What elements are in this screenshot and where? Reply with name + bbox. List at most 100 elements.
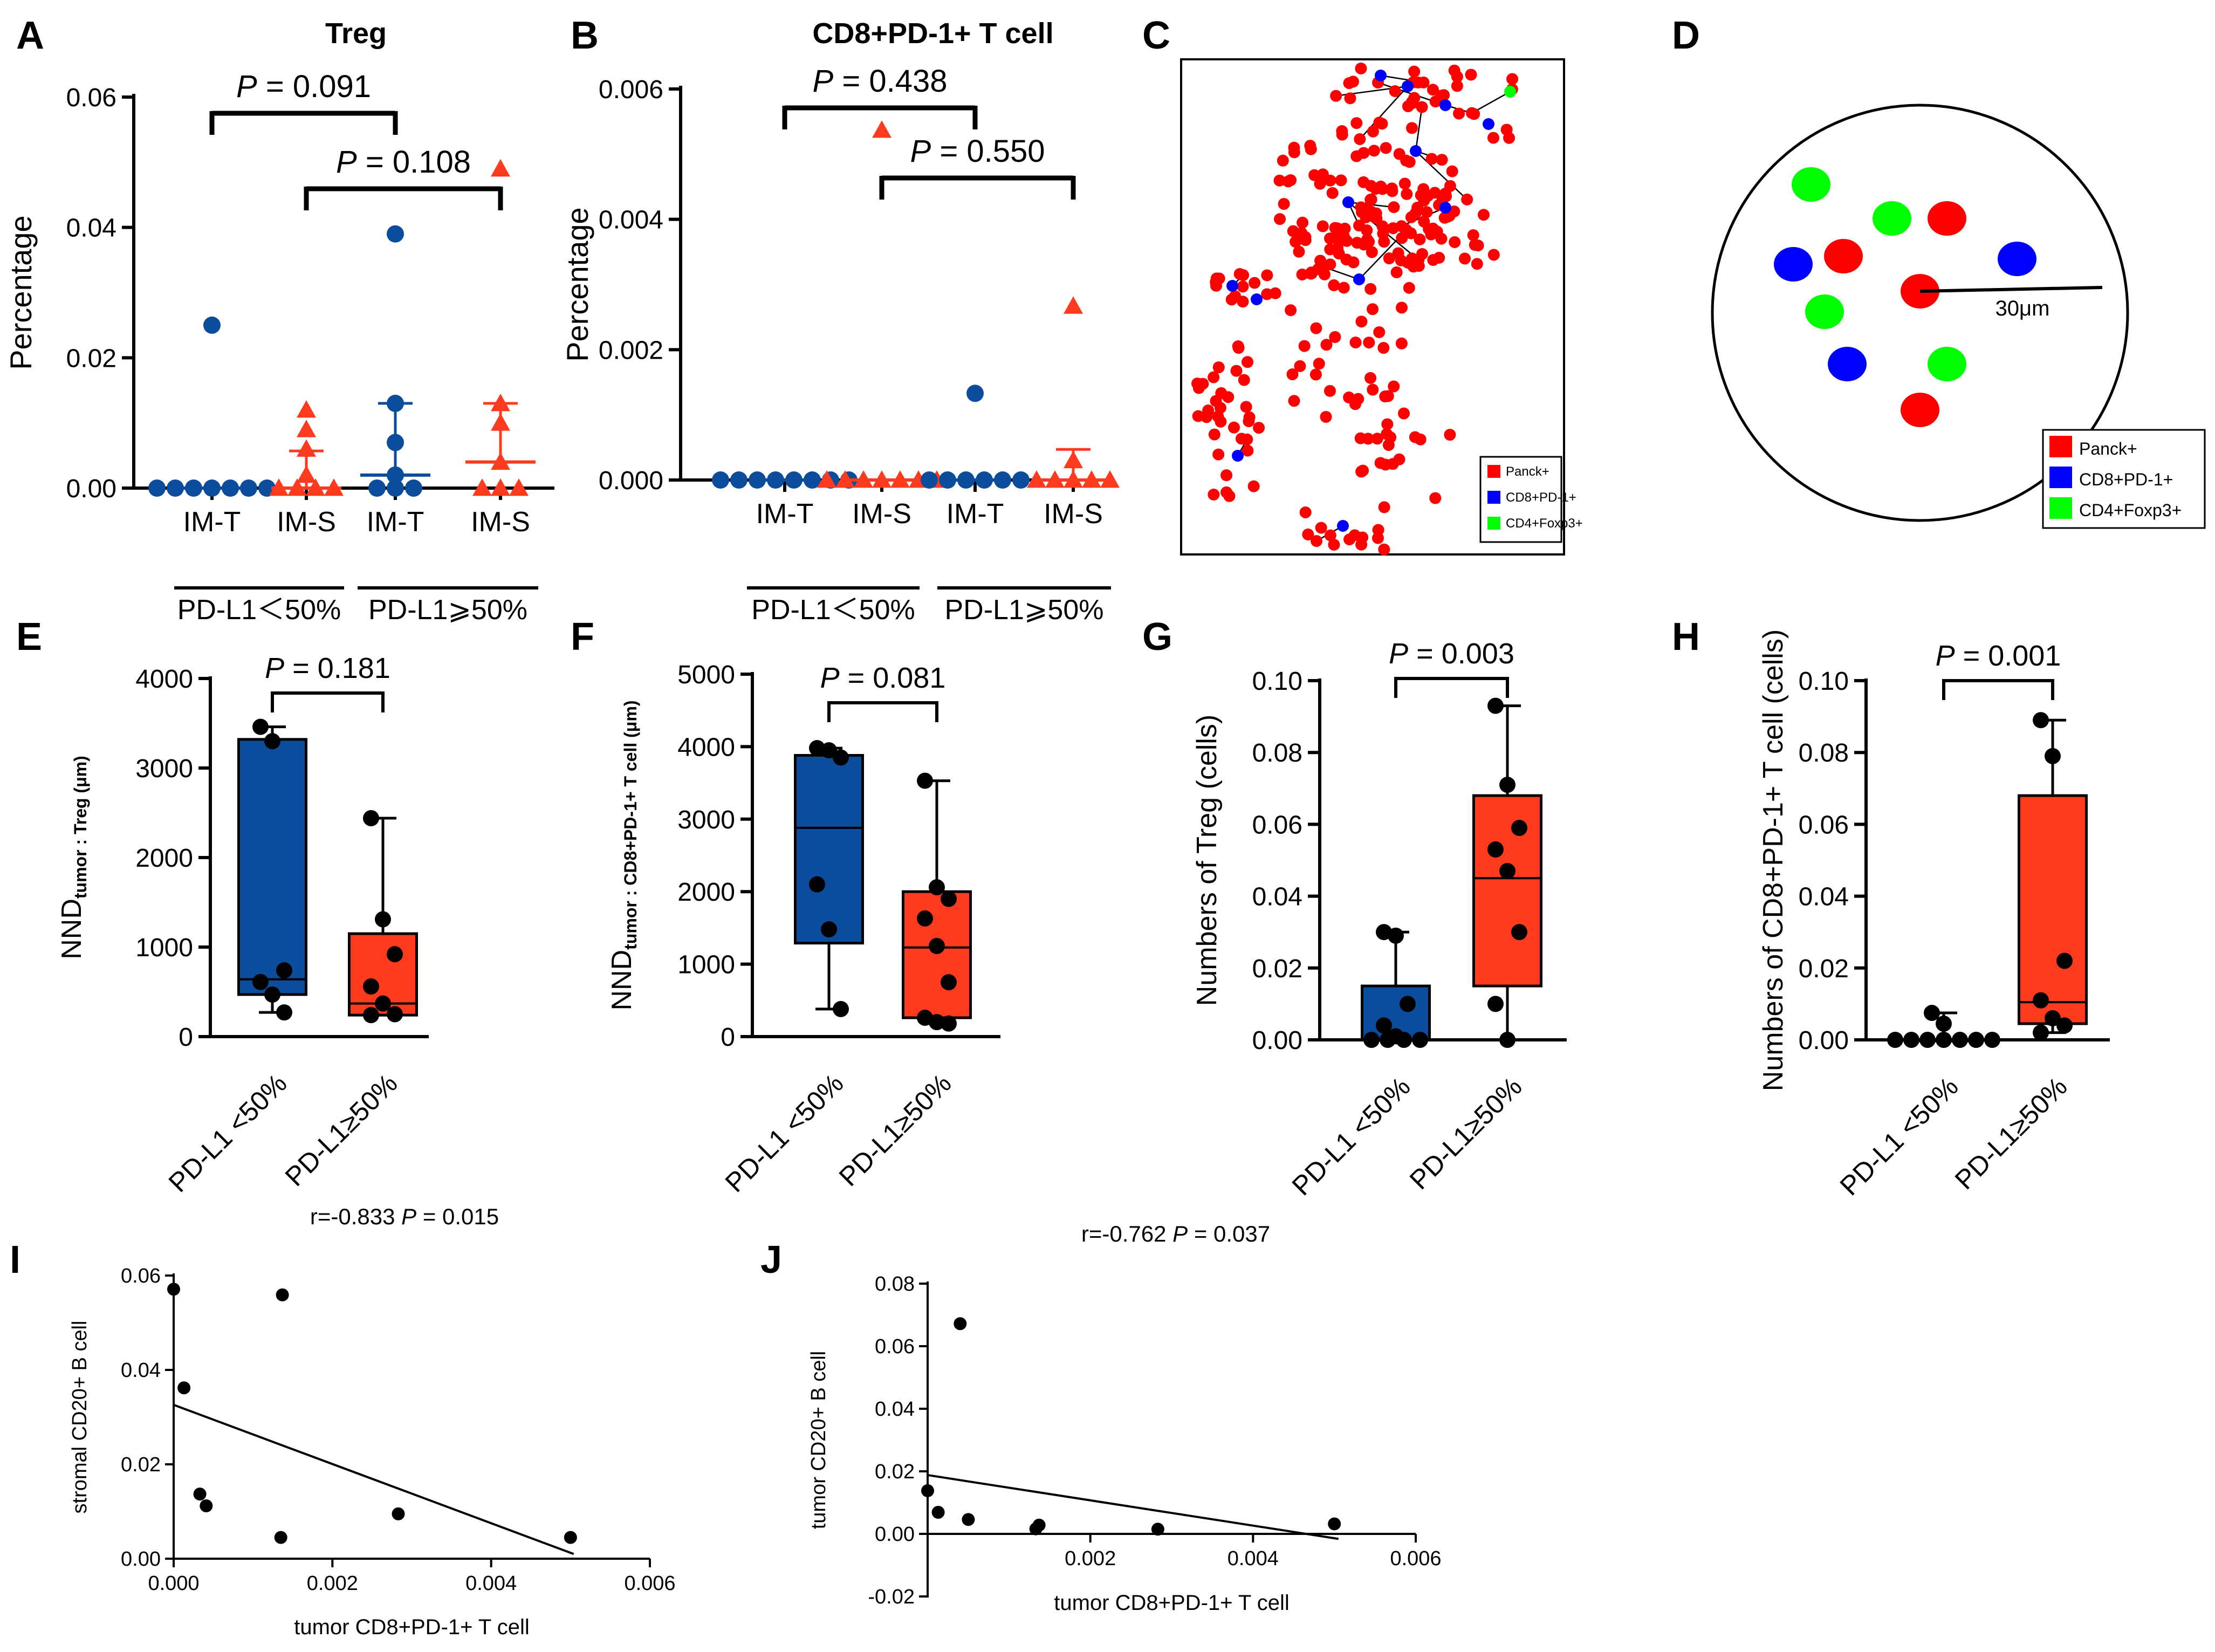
panck-cell [1506,73,1519,85]
y-tick-label: 0.00 [1799,1026,1849,1055]
panck-cell [1215,415,1227,428]
data-point [491,478,510,496]
panck-cell [1387,222,1400,235]
panck-cell [1335,174,1347,187]
data-point [929,879,945,896]
scale-label: 30μm [1995,297,2050,320]
x-tick-label: IM-S [471,506,530,538]
y-tick-label: 2000 [677,878,735,907]
panck-cell [1435,232,1448,245]
cd8-pd1-cell [1342,196,1354,208]
panck-cell [1382,390,1394,402]
legend-label: CD4+Foxp3+ [1506,516,1583,531]
data-point [276,1004,292,1021]
p-value: = 0.438 [833,64,947,99]
panck-cell [1372,532,1384,544]
panck-cell [1477,209,1490,221]
x-tick-label: IM-T [183,506,241,538]
data-point [712,471,729,489]
panck-cell [1405,122,1418,134]
panel-C-network: Panck+ CD8+PD-1+ CD4+Foxp3+ [1180,58,1583,556]
panel-letter-I: I [10,1238,20,1281]
data-point [1984,1032,2000,1048]
data-point [363,1007,379,1024]
panck-cell [1222,391,1235,403]
cd8-pd1-cell [1402,80,1414,92]
panck-cell [1273,174,1286,187]
y-tick-label: 0.002 [599,336,663,365]
y-tick-label: 3000 [677,806,735,834]
panck-cell [1311,535,1323,547]
y-tick-label: 0.02 [1799,955,1849,983]
x-tick-label: 0.000 [148,1572,199,1595]
panck-cell [1329,331,1341,343]
panck-cell [1396,232,1408,244]
data-point [472,478,492,496]
x-tick-label: 0.006 [624,1572,675,1595]
p-value-label: P = 0.091 [236,69,371,104]
panck-cell [1208,428,1220,441]
data-point [297,420,316,437]
panck-cell [1471,258,1483,270]
x-tick-label: PD-L1≥50% [833,1068,957,1192]
radius-line [1919,286,2103,293]
legend-swatch [1487,491,1500,504]
box [902,890,972,1019]
panck-cell [1228,421,1240,434]
panck-cell [1395,337,1408,349]
panel-G: 0.00 0.02 0.04 0.06 0.08 0.10 Numbers of Treg … [1191,638,1567,1201]
x-tick-label: 0.002 [1065,1547,1116,1570]
y-tick-label: 4000 [677,733,735,762]
panck-cell [1398,177,1411,190]
panck-cell [1294,360,1306,372]
panck-cell [1210,279,1222,292]
panck-cell [1465,68,1477,81]
data-point [1376,1017,1392,1034]
y-tick-label: 0.10 [1799,667,1849,696]
panck-cell [1309,368,1322,381]
data-point [929,1014,945,1031]
panck-cell [1451,71,1463,83]
panck-cell [1378,543,1390,556]
panel-E: 0 1000 2000 3000 4000 NNDtumor : Treg (μm) PD-… [56,652,429,1198]
panck-cell [1353,220,1366,232]
data-point [297,439,316,457]
box [794,754,864,945]
panck-cell [1421,206,1433,218]
panck-cell [1288,395,1300,407]
p-symbol: P [1172,1221,1188,1246]
panck-cell [1249,277,1261,289]
data-point [392,1507,405,1520]
panck-cell [1299,506,1312,518]
x-tick-label: PD-L1≥50% [279,1068,403,1192]
data-point [917,910,933,927]
p-value-label: P = 0.081 [820,662,946,694]
y-tick-label: 0.06 [121,1265,161,1287]
data-point [252,974,269,990]
y-tick-label: 0.06 [66,84,116,112]
panck-cell [1381,418,1394,430]
panck-cell [1429,492,1442,504]
data-point [203,316,221,334]
y-tick-label: 0.006 [599,76,663,104]
cd8-pd1-cell [1375,70,1387,81]
p-value: = 0.001 [1955,640,2061,672]
data-point [817,470,836,488]
p-symbol: P [813,64,834,99]
data-point [387,1006,403,1023]
data-point [1487,996,1504,1012]
panel-letter-G: G [1142,615,1172,659]
data-point [1919,1032,1936,1048]
y-tick-label: 0.00 [1252,1026,1302,1055]
legend-label: Panck+ [2079,439,2137,458]
cell-dot [1928,201,1966,236]
panck-cell [1425,153,1438,165]
panck-cell [1429,95,1442,108]
y-tick-label: 0.004 [599,206,663,235]
panck-cell [1354,432,1367,444]
y-tick-label: 0.04 [66,214,116,243]
y-tick-label: 4000 [135,665,193,694]
panck-cell [1278,198,1290,210]
panck-cell [1446,165,1458,177]
data-point [1499,1032,1515,1048]
